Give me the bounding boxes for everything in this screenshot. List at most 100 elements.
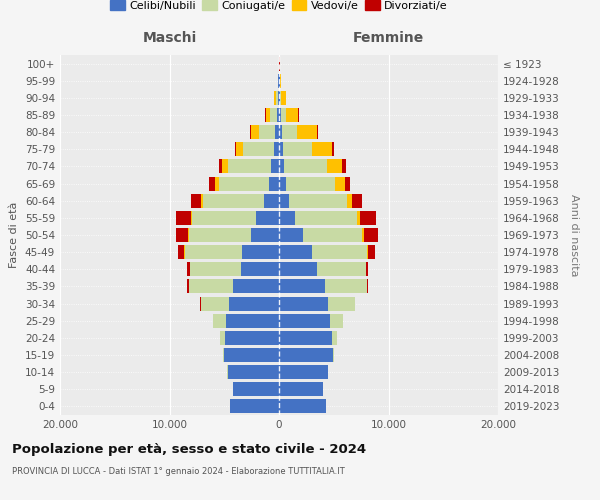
Bar (188, 228, 189, 242)
Bar (215, 176, 219, 190)
Bar (368, 245, 376, 259)
Bar (364, 228, 377, 242)
Text: Popolazione per età, sesso e stato civile - 2024: Popolazione per età, sesso e stato civil… (12, 442, 366, 456)
Bar (326, 160, 342, 173)
Bar (279, 262, 317, 276)
Bar (331, 314, 343, 328)
Bar (328, 296, 355, 310)
Bar (279, 211, 295, 225)
Bar (278, 74, 279, 88)
Bar (280, 91, 281, 105)
Bar (313, 142, 332, 156)
Bar (317, 262, 365, 276)
Bar (276, 91, 278, 105)
Bar (178, 245, 184, 259)
Bar (209, 176, 215, 190)
Bar (281, 108, 286, 122)
Text: Femmine: Femmine (353, 30, 424, 44)
Bar (332, 348, 334, 362)
Bar (275, 125, 279, 139)
Bar (367, 245, 368, 259)
Bar (279, 160, 284, 173)
Bar (251, 228, 279, 242)
Bar (279, 91, 280, 105)
Bar (325, 280, 367, 293)
Bar (286, 108, 298, 122)
Bar (229, 296, 279, 310)
Bar (317, 125, 318, 139)
Bar (289, 194, 347, 207)
Bar (279, 365, 328, 379)
Bar (274, 142, 279, 156)
Bar (303, 228, 362, 242)
Bar (357, 211, 360, 225)
Bar (360, 211, 376, 225)
Bar (233, 382, 279, 396)
Bar (214, 314, 226, 328)
Bar (190, 262, 241, 276)
Bar (220, 331, 226, 345)
Bar (227, 365, 279, 379)
Bar (279, 280, 325, 293)
Bar (332, 331, 337, 345)
Bar (282, 125, 297, 139)
Bar (298, 108, 299, 122)
Bar (251, 125, 259, 139)
Bar (191, 211, 193, 225)
Bar (189, 228, 251, 242)
Bar (342, 160, 346, 173)
Bar (278, 91, 279, 105)
Bar (236, 142, 243, 156)
Bar (312, 245, 367, 259)
Bar (352, 194, 362, 207)
Bar (233, 280, 279, 293)
Bar (279, 108, 281, 122)
Bar (335, 176, 345, 190)
Bar (226, 314, 279, 328)
Bar (281, 91, 286, 105)
Bar (344, 176, 350, 190)
Bar (200, 296, 201, 310)
Bar (279, 125, 282, 139)
Bar (185, 245, 242, 259)
Bar (279, 228, 303, 242)
Bar (235, 142, 236, 156)
Bar (263, 194, 279, 207)
Bar (269, 176, 279, 190)
Bar (241, 262, 279, 276)
Bar (295, 211, 357, 225)
Text: Maschi: Maschi (142, 30, 197, 44)
Bar (230, 400, 279, 413)
Bar (176, 228, 188, 242)
Bar (203, 194, 263, 207)
Y-axis label: Anni di nascita: Anni di nascita (569, 194, 579, 276)
Bar (362, 228, 364, 242)
Bar (270, 108, 277, 122)
Bar (256, 211, 279, 225)
Bar (201, 194, 203, 207)
Legend: Celibi/Nubili, Coniugati/e, Vedovi/e, Divorziati/e: Celibi/Nubili, Coniugati/e, Vedovi/e, Di… (106, 0, 452, 16)
Bar (280, 74, 281, 88)
Bar (277, 108, 279, 122)
Bar (187, 280, 189, 293)
Bar (283, 142, 313, 156)
Bar (187, 262, 190, 276)
Bar (279, 194, 289, 207)
Bar (201, 296, 229, 310)
Bar (332, 142, 334, 156)
Bar (284, 160, 326, 173)
Text: PROVINCIA DI LUCCA - Dati ISTAT 1° gennaio 2024 - Elaborazione TUTTITALIA.IT: PROVINCIA DI LUCCA - Dati ISTAT 1° genna… (12, 468, 345, 476)
Bar (223, 348, 224, 362)
Bar (227, 160, 271, 173)
Bar (219, 160, 222, 173)
Bar (226, 331, 279, 345)
Bar (274, 91, 276, 105)
Bar (250, 125, 251, 139)
Bar (242, 245, 279, 259)
Bar (224, 348, 279, 362)
Bar (367, 280, 368, 293)
Bar (297, 125, 317, 139)
Bar (279, 142, 283, 156)
Bar (271, 160, 279, 173)
Bar (279, 331, 332, 345)
